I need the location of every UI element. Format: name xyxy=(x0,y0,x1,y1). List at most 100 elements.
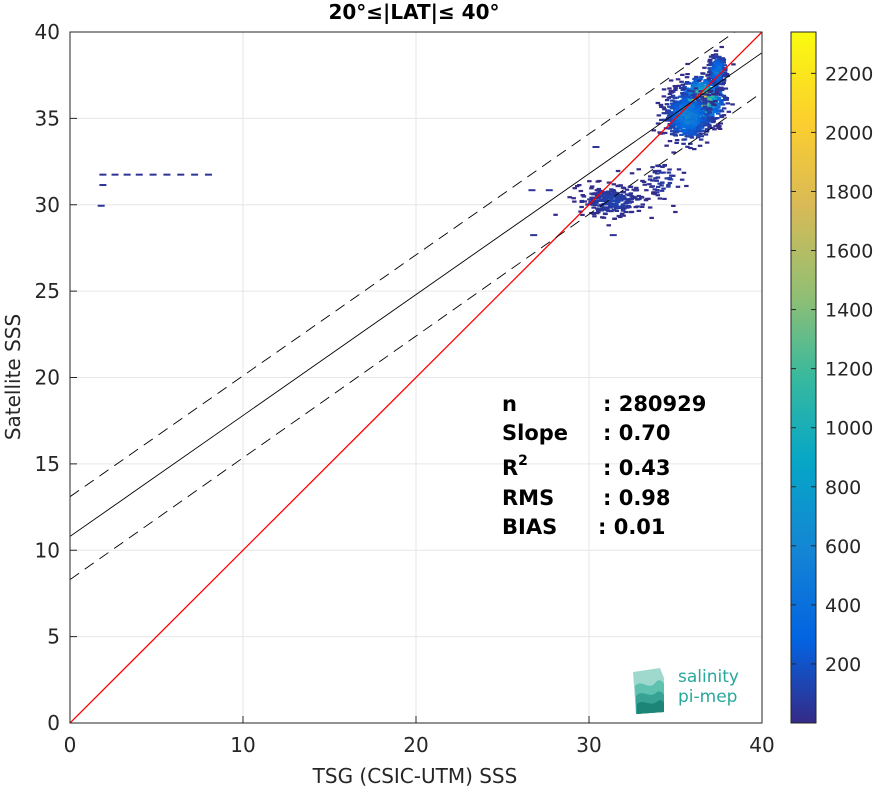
density-cell xyxy=(687,125,693,128)
density-cell xyxy=(688,113,693,116)
density-cell xyxy=(676,84,682,87)
density-cell xyxy=(655,164,660,167)
density-cell xyxy=(694,79,699,82)
density-cell xyxy=(593,204,598,207)
density-cell xyxy=(596,197,601,200)
density-cell xyxy=(713,106,718,109)
chart-title: 20°≤|LAT|≤ 40° xyxy=(328,0,499,24)
density-cell xyxy=(684,135,689,138)
density-cell xyxy=(620,209,626,212)
density-cell xyxy=(696,106,701,109)
density-cell xyxy=(667,140,673,143)
density-cell xyxy=(629,195,635,198)
density-cell xyxy=(661,88,667,91)
density-cell xyxy=(616,195,622,198)
density-cell xyxy=(695,136,701,139)
density-cell xyxy=(595,193,600,197)
density-cell xyxy=(715,110,720,113)
density-cell xyxy=(694,81,700,84)
density-cell xyxy=(572,200,577,203)
density-cell xyxy=(643,199,649,202)
density-cell xyxy=(610,194,615,197)
density-cell xyxy=(666,109,672,112)
density-cell xyxy=(666,96,672,99)
density-cell xyxy=(716,106,721,109)
density-cell xyxy=(712,128,717,131)
density-cell xyxy=(601,193,607,196)
density-cell xyxy=(667,168,672,171)
density-cell xyxy=(704,128,710,131)
density-cell xyxy=(681,171,687,174)
density-cell xyxy=(723,96,728,99)
density-cell xyxy=(608,198,614,201)
density-cell xyxy=(697,79,702,82)
density-cell xyxy=(714,92,720,95)
density-cell xyxy=(666,171,672,174)
density-cell xyxy=(591,206,596,209)
density-cell xyxy=(672,100,678,103)
density-cell xyxy=(667,87,672,90)
outlier-point xyxy=(149,173,157,176)
outlier-point xyxy=(204,173,212,176)
density-cell xyxy=(597,204,602,207)
density-cell xyxy=(710,88,716,91)
colorbar-tick-label: 600 xyxy=(825,536,861,558)
density-cell xyxy=(599,195,604,198)
density-cell xyxy=(626,194,632,197)
density-cell xyxy=(707,97,712,100)
y-tick-label: 20 xyxy=(35,366,60,390)
density-cell xyxy=(668,79,674,82)
density-cell xyxy=(598,207,603,210)
density-cell xyxy=(652,188,657,191)
density-cell xyxy=(664,119,670,122)
density-cell xyxy=(664,103,670,106)
density-cell xyxy=(681,100,687,103)
density-cell xyxy=(712,65,717,68)
density-cell xyxy=(702,105,708,108)
density-cell xyxy=(667,176,672,180)
density-cell xyxy=(679,178,685,181)
density-cell xyxy=(704,108,710,112)
density-cell xyxy=(712,93,717,96)
density-cell xyxy=(694,75,699,78)
density-cell xyxy=(707,113,712,116)
density-cell xyxy=(673,210,678,214)
density-cell xyxy=(684,76,690,79)
outlier-point xyxy=(99,173,107,176)
density-cell xyxy=(671,111,677,114)
density-cell xyxy=(662,197,667,200)
density-cell xyxy=(615,169,621,173)
density-cell xyxy=(652,171,658,174)
waves-logo-icon xyxy=(633,668,664,714)
density-cell xyxy=(698,125,703,128)
density-cell xyxy=(721,94,727,97)
density-cell xyxy=(694,114,699,117)
density-cell xyxy=(721,81,726,84)
density-cell xyxy=(721,78,727,81)
identity-line xyxy=(70,32,762,723)
density-cell xyxy=(666,184,671,187)
density-cell xyxy=(715,123,721,126)
density-cell xyxy=(667,113,673,116)
density-cell xyxy=(704,85,709,88)
density-cell xyxy=(679,115,685,118)
density-cell xyxy=(668,89,674,93)
density-cell xyxy=(578,210,583,213)
density-cell xyxy=(704,141,710,144)
density-cell xyxy=(714,86,720,89)
density-cell xyxy=(690,109,696,112)
density-cell xyxy=(696,110,702,113)
density-cell xyxy=(611,183,617,186)
density-cell xyxy=(685,116,690,120)
density-cell xyxy=(685,145,690,148)
density-cell xyxy=(596,196,602,199)
colorbar-tick-label: 1600 xyxy=(825,241,873,263)
density-cell xyxy=(661,118,667,121)
density-cell xyxy=(680,103,685,106)
density-cell xyxy=(624,188,630,191)
density-cell xyxy=(716,98,721,102)
density-cell xyxy=(707,110,712,113)
density-cell xyxy=(699,130,704,133)
density-cell xyxy=(708,69,713,72)
